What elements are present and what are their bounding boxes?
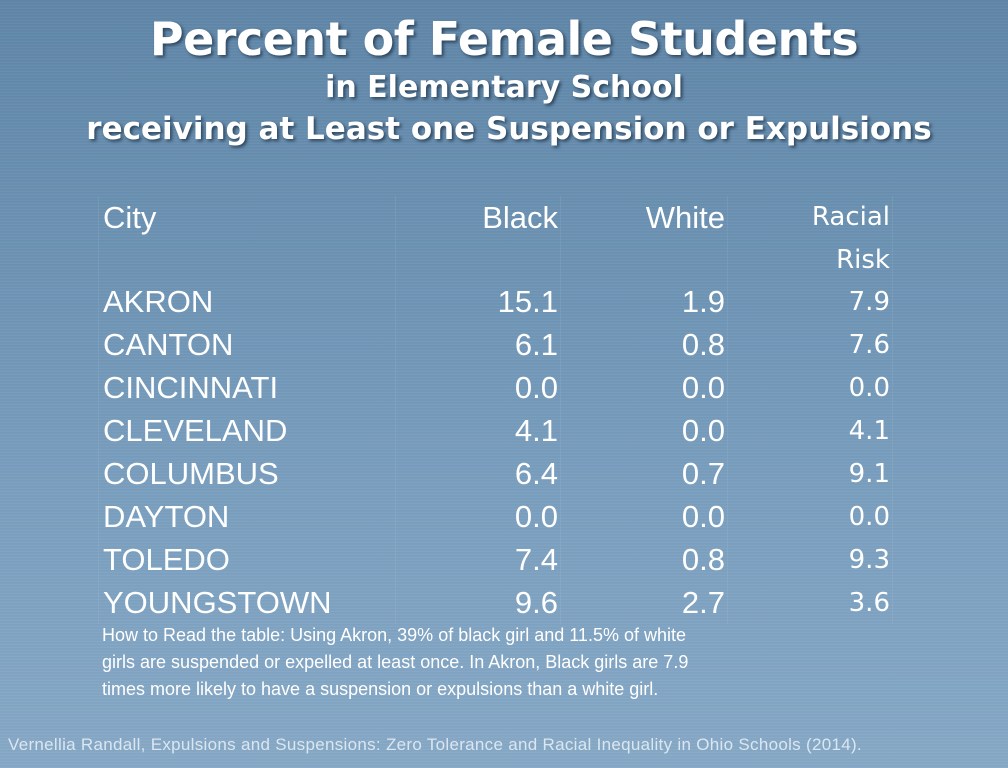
table-row: AKRON 15.1 1.9 7.9 xyxy=(98,280,893,323)
page-subtitle: in Elementary School xyxy=(325,70,683,105)
city-cell: CINCINNATI xyxy=(98,366,396,409)
city-cell: YOUNGSTOWN xyxy=(98,581,396,624)
black-cell: 9.6 xyxy=(395,581,561,624)
table-row: CANTON 6.1 0.8 7.6 xyxy=(98,323,893,366)
risk-cell: 9.1 xyxy=(727,452,893,495)
white-cell: 1.9 xyxy=(560,280,728,323)
header-empty xyxy=(560,240,728,280)
risk-cell: 4.1 xyxy=(727,409,893,452)
risk-cell: 9.3 xyxy=(727,538,893,581)
risk-cell: 0.0 xyxy=(727,366,893,409)
risk-cell: 7.6 xyxy=(727,323,893,366)
city-cell: TOLEDO xyxy=(98,538,396,581)
city-cell: COLUMBUS xyxy=(98,452,396,495)
city-cell: CLEVELAND xyxy=(98,409,396,452)
black-cell: 0.0 xyxy=(395,495,561,538)
white-cell: 0.0 xyxy=(560,366,728,409)
note-line: girls are suspended or expelled at least… xyxy=(102,652,689,672)
title-block: Percent of Female Students in Elementary… xyxy=(0,10,1008,150)
header-empty xyxy=(395,240,561,280)
page-subtitle-2: receiving at Least one Suspension or Exp… xyxy=(86,111,932,147)
suspension-table: City Black White Racial Risk AKRON 15.1 … xyxy=(98,196,893,624)
city-cell: CANTON xyxy=(98,323,396,366)
table-row: YOUNGSTOWN 9.6 2.7 3.6 xyxy=(98,581,893,624)
black-cell: 4.1 xyxy=(395,409,561,452)
white-cell: 0.8 xyxy=(560,323,728,366)
page-title: Percent of Female Students xyxy=(149,12,859,66)
risk-cell: 0.0 xyxy=(727,495,893,538)
city-cell: DAYTON xyxy=(98,495,396,538)
white-cell: 2.7 xyxy=(560,581,728,624)
table-row: DAYTON 0.0 0.0 0.0 xyxy=(98,495,893,538)
white-cell: 0.0 xyxy=(560,495,728,538)
table-row: TOLEDO 7.4 0.8 9.3 xyxy=(98,538,893,581)
header-racial: Racial xyxy=(727,196,893,240)
how-to-read-note: How to Read the table: Using Akron, 39% … xyxy=(102,622,882,703)
header-white: White xyxy=(560,196,728,240)
table-row: COLUMBUS 6.4 0.7 9.1 xyxy=(98,452,893,495)
risk-cell: 7.9 xyxy=(727,280,893,323)
note-line: times more likely to have a suspension o… xyxy=(102,679,659,699)
black-cell: 6.1 xyxy=(395,323,561,366)
city-cell: AKRON xyxy=(98,280,396,323)
black-cell: 15.1 xyxy=(395,280,561,323)
source-citation: Vernellia Randall, Expulsions and Suspen… xyxy=(8,735,862,754)
white-cell: 0.0 xyxy=(560,409,728,452)
risk-cell: 3.6 xyxy=(727,581,893,624)
table-row: CLEVELAND 4.1 0.0 4.1 xyxy=(98,409,893,452)
note-line: How to Read the table: Using Akron, 39% … xyxy=(102,625,686,645)
table-header-row-2: Risk xyxy=(98,240,893,280)
header-empty xyxy=(98,240,396,280)
header-black: Black xyxy=(395,196,561,240)
white-cell: 0.8 xyxy=(560,538,728,581)
header-city: City xyxy=(98,196,396,240)
white-cell: 0.7 xyxy=(560,452,728,495)
black-cell: 0.0 xyxy=(395,366,561,409)
table-header-row: City Black White Racial xyxy=(98,196,893,240)
black-cell: 6.4 xyxy=(395,452,561,495)
black-cell: 7.4 xyxy=(395,538,561,581)
table-row: CINCINNATI 0.0 0.0 0.0 xyxy=(98,366,893,409)
header-risk: Risk xyxy=(727,240,893,280)
